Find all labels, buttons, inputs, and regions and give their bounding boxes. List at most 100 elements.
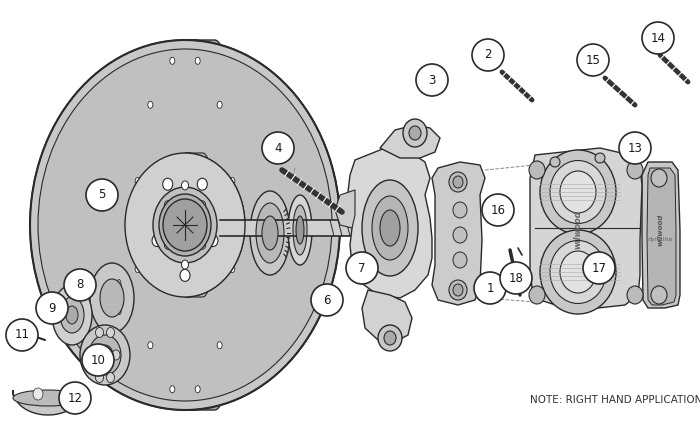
Circle shape	[416, 64, 448, 96]
Ellipse shape	[453, 176, 463, 188]
Ellipse shape	[378, 325, 402, 351]
Ellipse shape	[262, 216, 278, 250]
Text: 8: 8	[76, 279, 84, 291]
Ellipse shape	[60, 297, 84, 333]
Text: 6: 6	[323, 293, 330, 306]
Text: 5: 5	[98, 189, 106, 202]
Text: wilwood: wilwood	[657, 214, 663, 246]
Circle shape	[583, 252, 615, 284]
Ellipse shape	[33, 388, 43, 400]
Text: 3: 3	[428, 74, 435, 86]
Ellipse shape	[199, 240, 206, 249]
Ellipse shape	[230, 178, 235, 184]
Circle shape	[346, 252, 378, 284]
Polygon shape	[362, 290, 412, 342]
Polygon shape	[185, 40, 340, 410]
Ellipse shape	[560, 171, 596, 213]
Text: 15: 15	[586, 53, 601, 67]
Ellipse shape	[170, 57, 175, 64]
Text: 10: 10	[90, 354, 106, 367]
Ellipse shape	[199, 201, 206, 210]
Ellipse shape	[550, 160, 606, 224]
Text: 16: 16	[491, 203, 505, 216]
Polygon shape	[220, 220, 420, 236]
Text: NOTE: RIGHT HAND APPLICATION SHOWN: NOTE: RIGHT HAND APPLICATION SHOWN	[530, 395, 700, 405]
Ellipse shape	[38, 49, 332, 401]
Ellipse shape	[52, 285, 92, 345]
Ellipse shape	[181, 181, 188, 190]
Polygon shape	[13, 390, 83, 415]
Polygon shape	[348, 148, 432, 298]
Circle shape	[474, 272, 506, 304]
Text: 4: 4	[274, 141, 281, 155]
Ellipse shape	[118, 304, 122, 311]
Ellipse shape	[106, 373, 115, 383]
Ellipse shape	[112, 350, 120, 360]
Circle shape	[619, 132, 651, 164]
Ellipse shape	[148, 342, 153, 349]
Ellipse shape	[195, 57, 200, 64]
Circle shape	[262, 132, 294, 164]
Circle shape	[86, 179, 118, 211]
Circle shape	[64, 269, 96, 301]
Ellipse shape	[90, 263, 134, 333]
Ellipse shape	[293, 205, 307, 255]
Ellipse shape	[550, 157, 560, 167]
Ellipse shape	[66, 306, 78, 324]
Ellipse shape	[449, 280, 467, 300]
Ellipse shape	[453, 252, 467, 268]
Ellipse shape	[595, 153, 605, 163]
Ellipse shape	[164, 201, 172, 210]
Text: 7: 7	[358, 261, 365, 274]
Ellipse shape	[195, 386, 200, 393]
Text: 14: 14	[650, 32, 666, 45]
Ellipse shape	[13, 390, 83, 406]
Ellipse shape	[362, 180, 418, 276]
Ellipse shape	[529, 161, 545, 179]
Ellipse shape	[30, 40, 340, 410]
Polygon shape	[185, 153, 245, 297]
Circle shape	[82, 344, 114, 376]
Ellipse shape	[135, 178, 140, 184]
Ellipse shape	[118, 296, 122, 303]
Ellipse shape	[118, 287, 122, 294]
Ellipse shape	[95, 373, 104, 383]
Circle shape	[59, 382, 91, 414]
Ellipse shape	[380, 210, 400, 246]
Ellipse shape	[296, 216, 304, 244]
Ellipse shape	[125, 153, 245, 297]
Text: dynalite: dynalite	[648, 237, 673, 242]
Ellipse shape	[627, 161, 643, 179]
Circle shape	[577, 44, 609, 76]
Ellipse shape	[106, 328, 115, 338]
Ellipse shape	[288, 195, 312, 265]
Text: wilwood: wilwood	[573, 210, 582, 249]
Circle shape	[472, 39, 504, 71]
Circle shape	[642, 22, 674, 54]
Ellipse shape	[163, 199, 207, 251]
Polygon shape	[642, 162, 680, 308]
Ellipse shape	[117, 308, 121, 314]
Ellipse shape	[403, 119, 427, 147]
Ellipse shape	[80, 325, 130, 385]
Ellipse shape	[627, 286, 643, 304]
Ellipse shape	[540, 150, 616, 234]
Polygon shape	[530, 148, 642, 308]
Text: 1: 1	[486, 282, 493, 295]
Text: 17: 17	[592, 261, 606, 274]
Ellipse shape	[117, 280, 121, 287]
Ellipse shape	[651, 169, 667, 187]
Ellipse shape	[453, 227, 467, 243]
Ellipse shape	[181, 260, 188, 269]
Text: 18: 18	[509, 272, 524, 285]
Ellipse shape	[148, 101, 153, 108]
Ellipse shape	[453, 284, 463, 296]
Circle shape	[500, 262, 532, 294]
Ellipse shape	[95, 328, 104, 338]
Ellipse shape	[197, 178, 207, 190]
Ellipse shape	[256, 203, 284, 263]
Ellipse shape	[118, 283, 121, 290]
Ellipse shape	[384, 331, 396, 345]
Ellipse shape	[170, 386, 175, 393]
Ellipse shape	[217, 101, 222, 108]
